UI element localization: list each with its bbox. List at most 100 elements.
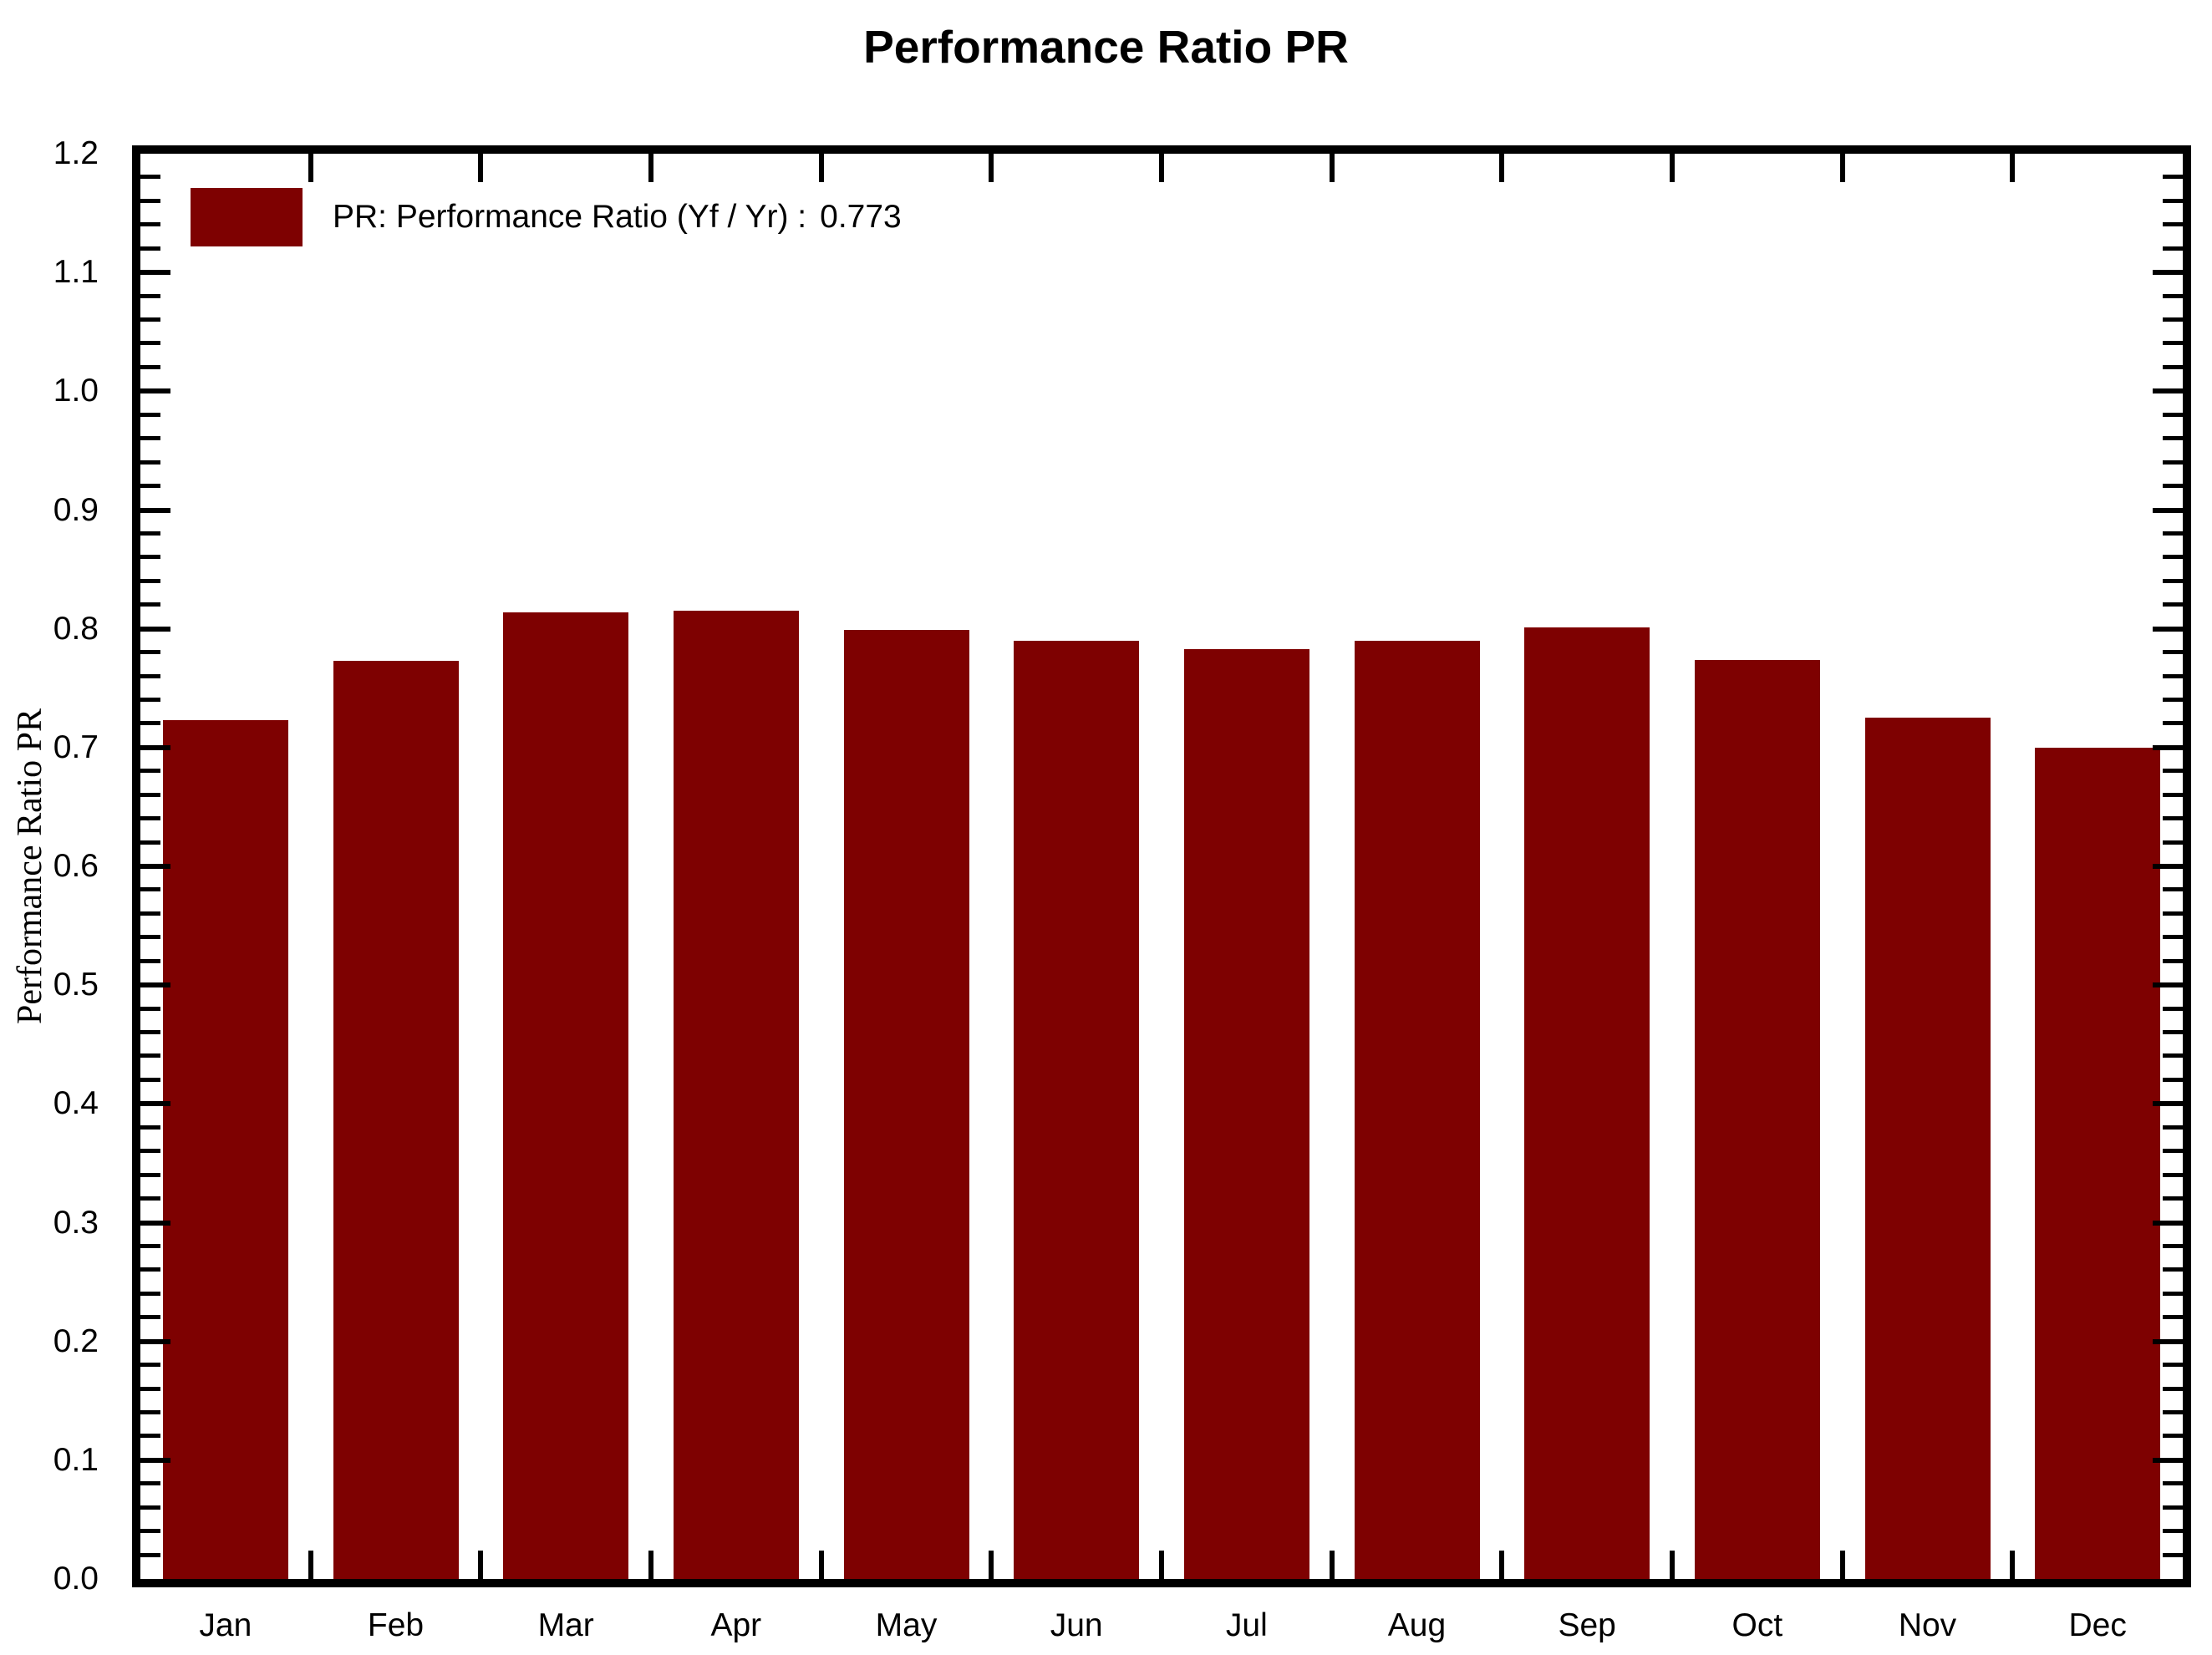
y-major-tick-left [140, 1457, 170, 1463]
x-boundary-tick-bottom [2010, 1551, 2016, 1579]
y-minor-tick-left [140, 1434, 160, 1439]
x-boundary-tick-top [1499, 154, 1505, 182]
y-minor-tick-right [2163, 341, 2183, 346]
y-tick-label-1.0: 1.0 [53, 373, 99, 409]
y-major-tick-left [140, 864, 170, 869]
x-tick-label-mar: Mar [537, 1607, 594, 1643]
y-minor-tick-right [2163, 1267, 2183, 1272]
y-minor-tick-left [140, 222, 160, 227]
y-major-tick-left [140, 982, 170, 988]
y-minor-tick-right [2163, 412, 2183, 417]
x-boundary-tick-bottom [648, 1551, 653, 1579]
y-minor-tick-left [140, 1124, 160, 1130]
y-minor-tick-right [2163, 1196, 2183, 1201]
y-minor-tick-left [140, 769, 160, 774]
y-minor-tick-right [2163, 1149, 2183, 1154]
y-minor-tick-right [2163, 175, 2183, 180]
y-axis-tick-labels: 0.0 0.1 0.2 0.3 0.4 0.5 0.6 0.7 0.8 0.9 1.0 1.1 1.2 [0, 135, 112, 1597]
y-minor-tick-right [2163, 555, 2183, 560]
y-minor-tick-left [140, 1505, 160, 1510]
y-minor-tick-left [140, 1291, 160, 1296]
y-minor-tick-right [2163, 935, 2183, 940]
y-minor-tick-right [2163, 1386, 2183, 1391]
y-minor-tick-right [2163, 769, 2183, 774]
y-minor-tick-right [2163, 792, 2183, 797]
y-major-tick-right [2153, 270, 2183, 276]
y-major-tick-left [140, 1220, 170, 1226]
y-minor-tick-right [2163, 531, 2183, 536]
y-minor-tick-left [140, 697, 160, 702]
y-minor-tick-right [2163, 1409, 2183, 1414]
x-tick-label-jan: Jan [199, 1607, 252, 1643]
y-minor-tick-right [2163, 1363, 2183, 1368]
x-boundary-tick-top [989, 154, 994, 182]
y-minor-tick-left [140, 673, 160, 678]
y-minor-tick-left [140, 175, 160, 180]
y-tick-label-0.5: 0.5 [53, 967, 99, 1003]
y-minor-tick-right [2163, 1481, 2183, 1486]
x-boundary-tick-bottom [1159, 1551, 1164, 1579]
y-minor-tick-right [2163, 198, 2183, 203]
y-minor-tick-left [140, 1552, 160, 1557]
x-boundary-tick-top [308, 154, 313, 182]
y-minor-tick-right [2163, 840, 2183, 845]
y-minor-tick-right [2163, 1124, 2183, 1130]
y-major-tick-right [2153, 864, 2183, 869]
y-minor-tick-right [2163, 1077, 2183, 1082]
x-boundary-tick-top [1329, 154, 1335, 182]
y-minor-tick-right [2163, 578, 2183, 583]
y-major-tick-left [140, 744, 170, 750]
x-boundary-tick-top [478, 154, 484, 182]
bar-jul [1183, 648, 1309, 1579]
y-minor-tick-right [2163, 293, 2183, 298]
legend: PR: Performance Ratio (Yf / Yr) : 0.773 [191, 188, 902, 246]
y-major-tick-left [140, 388, 170, 394]
bar-dec [2035, 747, 2161, 1579]
y-minor-tick-right [2163, 317, 2183, 322]
x-boundary-tick-bottom [1499, 1551, 1505, 1579]
y-minor-tick-left [140, 436, 160, 441]
y-minor-tick-right [2163, 459, 2183, 465]
y-minor-tick-right [2163, 1243, 2183, 1248]
y-major-tick-right [2153, 626, 2183, 632]
y-minor-tick-right [2163, 364, 2183, 369]
x-boundary-tick-bottom [308, 1551, 313, 1579]
y-minor-tick-right [2163, 222, 2183, 227]
y-minor-tick-right [2163, 1006, 2183, 1011]
y-minor-tick-left [140, 602, 160, 607]
y-minor-tick-left [140, 1386, 160, 1391]
y-tick-label-1.1: 1.1 [53, 254, 99, 291]
x-boundary-tick-top [818, 154, 824, 182]
y-minor-tick-left [140, 887, 160, 892]
y-minor-tick-left [140, 840, 160, 845]
x-boundary-tick-top [1670, 154, 1675, 182]
y-minor-tick-left [140, 1267, 160, 1272]
y-major-tick-right [2153, 507, 2183, 513]
y-tick-label-0.0: 0.0 [53, 1561, 99, 1597]
y-major-tick-left [140, 270, 170, 276]
y-minor-tick-left [140, 792, 160, 797]
y-major-tick-right [2153, 1101, 2183, 1107]
y-minor-tick-left [140, 911, 160, 916]
x-tick-label-apr: Apr [710, 1607, 762, 1643]
plot-area: PR: Performance Ratio (Yf / Yr) : 0.773 [132, 145, 2191, 1587]
bar-aug [1354, 640, 1480, 1579]
y-tick-label-0.6: 0.6 [53, 848, 99, 884]
y-minor-tick-left [140, 1363, 160, 1368]
y-minor-tick-left [140, 1006, 160, 1011]
y-minor-tick-right [2163, 1505, 2183, 1510]
x-boundary-tick-top [1159, 154, 1164, 182]
y-minor-tick-left [140, 364, 160, 369]
y-minor-tick-right [2163, 1053, 2183, 1058]
y-minor-tick-left [140, 317, 160, 322]
y-minor-tick-left [140, 459, 160, 465]
y-tick-label-0.1: 0.1 [53, 1441, 99, 1478]
y-minor-tick-left [140, 1077, 160, 1082]
y-major-tick-right [2153, 1338, 2183, 1344]
x-boundary-tick-bottom [989, 1551, 994, 1579]
x-tick-label-feb: Feb [367, 1607, 425, 1643]
y-minor-tick-left [140, 1172, 160, 1177]
y-minor-tick-right [2163, 958, 2183, 963]
legend-label-text: PR: Performance Ratio (Yf / Yr) : [333, 199, 807, 235]
